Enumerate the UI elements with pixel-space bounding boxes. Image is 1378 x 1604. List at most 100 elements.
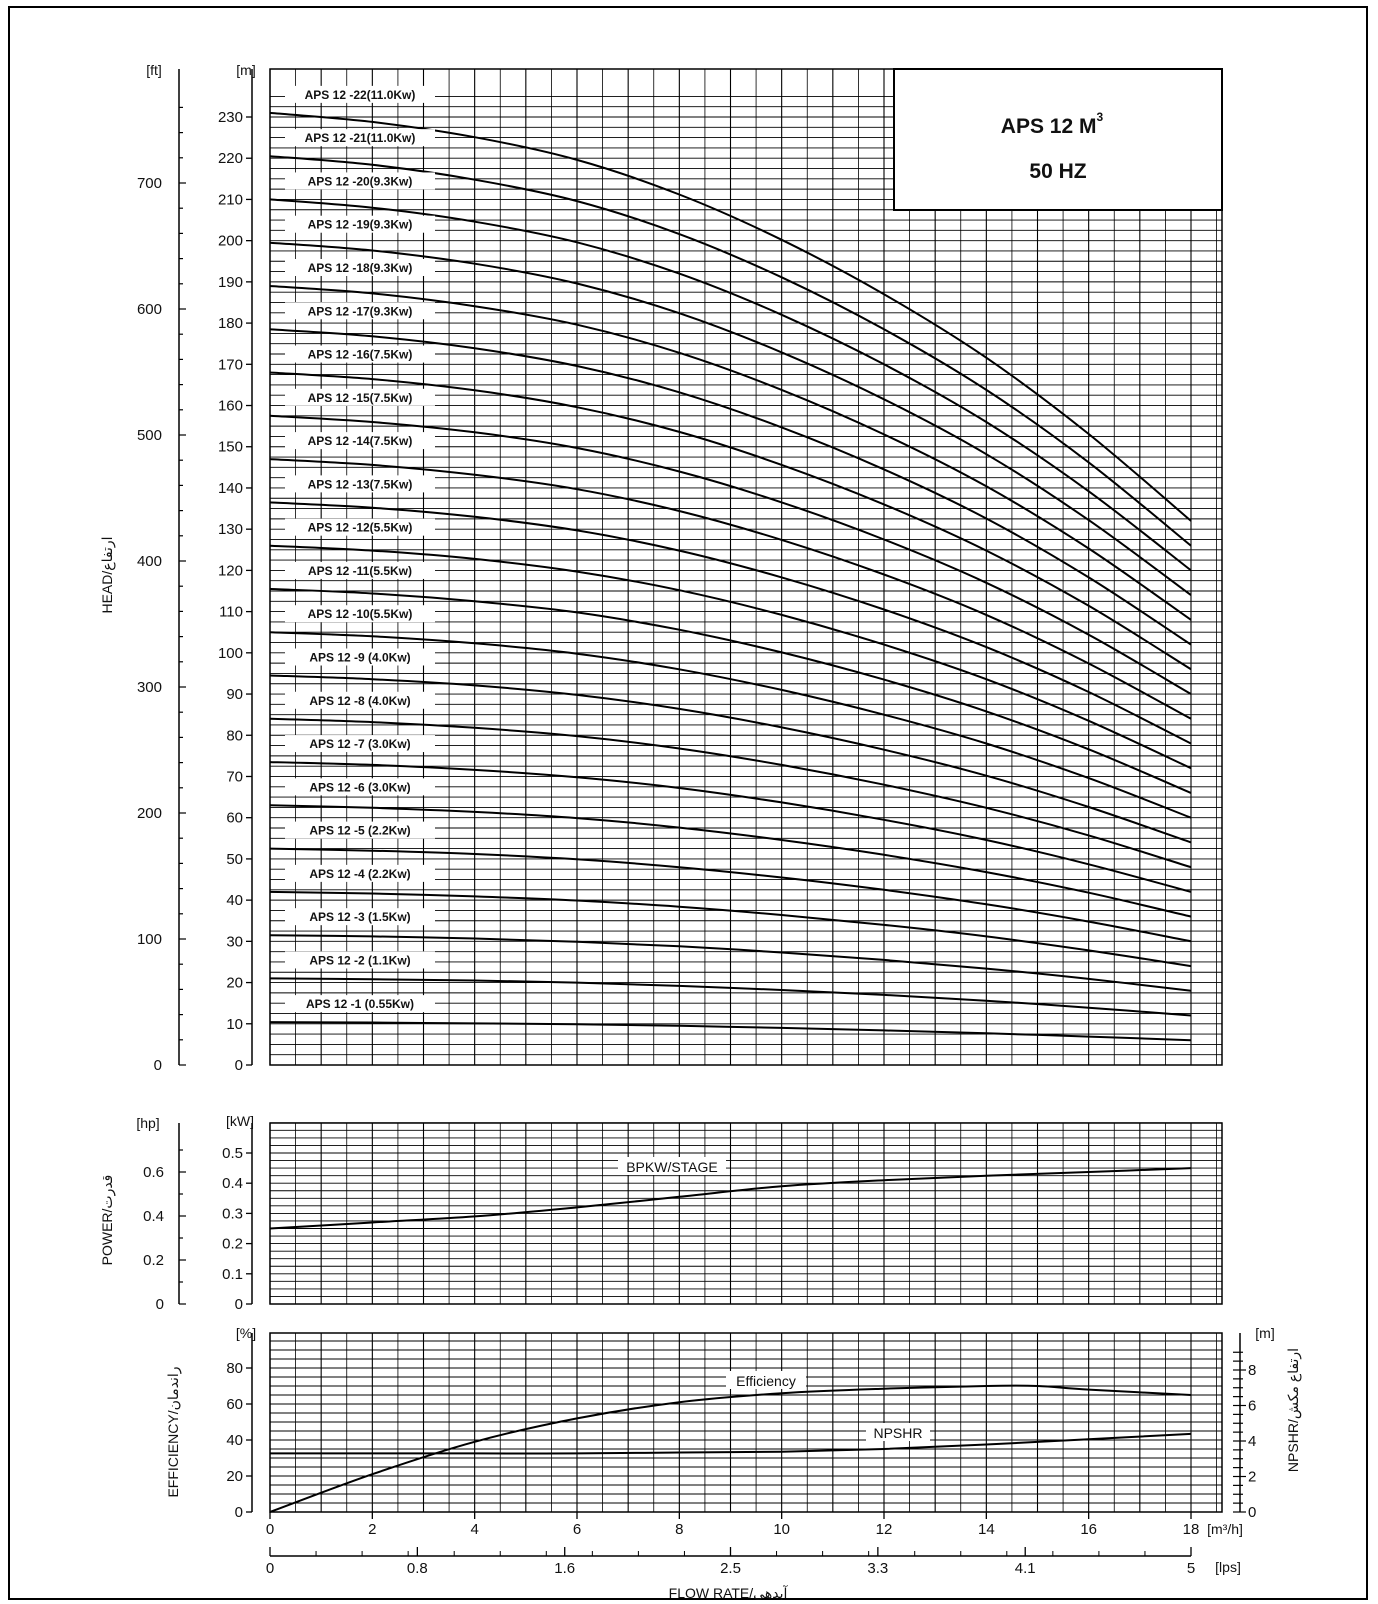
curve-label-bg-18	[285, 258, 435, 276]
head-curve-9	[269, 674, 1192, 844]
head-ft-tick-label: 400	[137, 553, 162, 570]
power-kw-tick-label: 0.5	[222, 1145, 243, 1162]
flow-m3h-tick-label: 12	[876, 1521, 893, 1538]
flow-lps-tick-label: 1.6	[554, 1560, 575, 1577]
npshr-axis-title: NPSHR/ارتفاع مکش	[1285, 1348, 1302, 1472]
power-kw-tick-label: 0.4	[222, 1175, 243, 1192]
power-hp-tick-label: 0.6	[143, 1164, 164, 1181]
curve-label-2: APS 12 -2 (1.1Kw)	[309, 953, 410, 967]
head-curve-6	[269, 804, 1192, 918]
head-curve-11	[269, 587, 1192, 794]
flow-m3h-tick-label: 0	[266, 1521, 274, 1538]
efficiency-axis-title: EFFICIENCY/راندمان	[165, 1366, 182, 1497]
head-m-tick-label: 140	[218, 480, 243, 497]
chart-frame	[8, 6, 1368, 1600]
power-curve	[269, 1167, 1192, 1230]
head-curve-18	[269, 285, 1192, 621]
efficiency-pct-tick-label: 80	[226, 1360, 243, 1377]
flow-m3h-tick-label: 4	[470, 1521, 478, 1538]
flow-lps-tick-label: 0.8	[407, 1560, 428, 1577]
flow-m3h-tick-label: 14	[978, 1521, 995, 1538]
head-curve-19	[269, 241, 1192, 596]
power-axis-title: POWER/قدرت	[99, 1175, 116, 1266]
npshr-curve	[270, 1432, 1192, 1455]
head-curve-4	[269, 890, 1192, 968]
efficiency-pct-tick-label: 20	[226, 1468, 243, 1485]
curve-label-22: APS 12 -22(11.0Kw)	[305, 88, 416, 102]
eff-unit-pct: [%]	[236, 1325, 256, 1341]
curve-label-16: APS 12 -16(7.5Kw)	[308, 348, 413, 362]
curve-label-1: APS 12 -1 (0.55Kw)	[306, 997, 414, 1011]
power-hp-tick-label: 0.4	[143, 1208, 164, 1225]
npshr-tick-label: 8	[1248, 1362, 1256, 1379]
head-m-tick-label: 160	[218, 398, 243, 415]
head-curve-3	[269, 934, 1192, 992]
efficiency-curve-label: Efficiency	[736, 1373, 796, 1389]
head-unit-ft: [ft]	[146, 62, 162, 78]
head-m-tick-label: 10	[226, 1016, 243, 1033]
curve-label-9: APS 12 -9 (4.0Kw)	[309, 650, 410, 664]
curve-label-bg-6	[285, 778, 435, 796]
head-m-tick-label: 110	[219, 604, 243, 621]
head-curve-20	[269, 198, 1192, 572]
efficiency-pct-tick-label: 0	[235, 1504, 243, 1521]
curve-label-bg-22	[285, 85, 435, 103]
curve-label-15: APS 12 -15(7.5Kw)	[308, 391, 413, 405]
head-m-tick-label: 230	[218, 109, 243, 126]
curve-label-bg-4	[285, 864, 435, 882]
head-curve-8	[269, 717, 1192, 869]
power-gridlines	[269, 1122, 1223, 1305]
curve-label-20: APS 12 -20(9.3Kw)	[308, 174, 413, 188]
head-unit-m: [m]	[236, 62, 255, 78]
curve-label-bg-2	[285, 951, 435, 969]
power-kw-tick-label: 0	[235, 1296, 243, 1313]
head-m-tick-label: 190	[218, 274, 243, 291]
efficiency-gridlines	[269, 1332, 1223, 1513]
curve-label-bg-20	[285, 172, 435, 190]
efficiency-pct-tick-label: 40	[226, 1432, 243, 1449]
npshr-curve-label-bg	[866, 1423, 930, 1441]
curve-label-bg-11	[285, 561, 435, 579]
curve-label-13: APS 12 -13(7.5Kw)	[308, 477, 413, 491]
curve-label-19: APS 12 -19(9.3Kw)	[308, 218, 413, 232]
head-ft-tick-label: 700	[137, 175, 162, 192]
flow-lps-tick-label: 4.1	[1015, 1560, 1036, 1577]
head-ft-tick-label: 200	[137, 805, 162, 822]
efficiency-pct-tick-label: 60	[226, 1396, 243, 1413]
head-curve-2	[269, 977, 1192, 1017]
head-m-tick-label: 130	[218, 521, 243, 538]
flow-unit-m3h: [m³/h]	[1207, 1521, 1243, 1537]
flow-axis-title: FLOW RATE/آبدهی	[669, 1585, 789, 1601]
head-curve-12	[269, 544, 1192, 770]
flow-m3h-tick-label: 6	[573, 1521, 581, 1538]
curve-label-7: APS 12 -7 (3.0Kw)	[309, 737, 410, 751]
head-axis-title: HEAD/ارتفاع	[99, 536, 116, 613]
flow-lps-tick-label: 2.5	[720, 1560, 741, 1577]
power-hp-tick-label: 0.2	[143, 1252, 164, 1269]
npshr-curve-label: NPSHR	[873, 1425, 922, 1441]
chart-subtitle: 50 HZ	[1029, 160, 1086, 183]
head-ft-tick-label: 300	[137, 679, 162, 696]
head-m-tick-label: 0	[235, 1057, 243, 1074]
curve-label-bg-15	[285, 388, 435, 406]
curve-label-10: APS 12 -10(5.5Kw)	[308, 607, 413, 621]
head-curve-17	[269, 328, 1192, 646]
power-unit-kw: [kW]	[226, 1113, 254, 1129]
power-kw-tick-label: 0.3	[222, 1205, 243, 1222]
curve-label-bg-19	[285, 215, 435, 233]
curve-label-11: APS 12 -11(5.5Kw)	[308, 564, 412, 578]
curve-label-6: APS 12 -6 (3.0Kw)	[309, 780, 410, 794]
curve-label-bg-5	[285, 821, 435, 839]
head-m-tick-label: 30	[226, 933, 243, 950]
npshr-tick-label: 6	[1248, 1398, 1256, 1415]
curve-label-bg-9	[285, 648, 435, 666]
curve-label-14: APS 12 -14(7.5Kw)	[308, 434, 413, 448]
head-m-tick-label: 100	[218, 645, 243, 662]
efficiency-curve-label-bg	[726, 1371, 806, 1389]
power-curve-label-bg	[618, 1157, 726, 1175]
head-m-tick-label: 70	[226, 768, 243, 785]
power-plot-border	[269, 1122, 1223, 1305]
npshr-tick-label: 2	[1248, 1469, 1256, 1486]
flow-m3h-tick-label: 8	[675, 1521, 683, 1538]
head-ft-tick-label: 0	[154, 1057, 162, 1074]
